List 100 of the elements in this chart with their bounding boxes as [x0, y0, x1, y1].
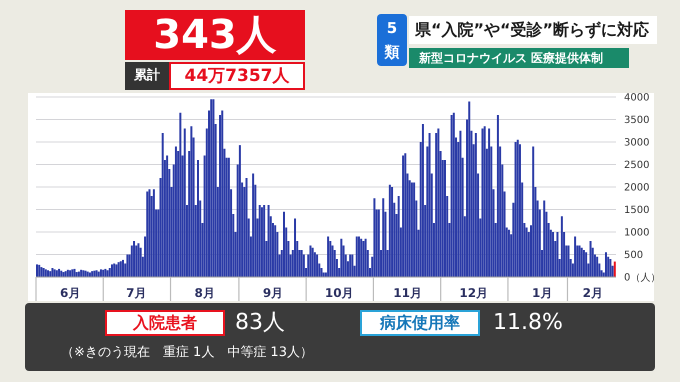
bar — [212, 99, 214, 277]
bar — [474, 133, 477, 277]
x-tick-label: 8月 — [194, 286, 215, 300]
bar — [137, 243, 140, 277]
bar — [580, 248, 583, 277]
bar — [120, 261, 122, 277]
bar — [84, 270, 87, 277]
bar — [76, 272, 78, 277]
bar — [362, 241, 364, 277]
bar — [133, 241, 136, 277]
bar — [263, 205, 266, 277]
bar — [38, 264, 40, 277]
bar — [543, 200, 546, 277]
bar — [596, 256, 598, 277]
chart-subtitle: 新型コロナウイルス 医療提供体制 — [409, 48, 629, 68]
bar — [514, 142, 517, 277]
bar — [78, 272, 80, 277]
bar — [36, 264, 38, 277]
bar — [238, 145, 241, 277]
bar — [398, 196, 400, 277]
bar — [40, 267, 42, 277]
bar — [314, 252, 316, 277]
bar — [91, 271, 94, 277]
bar — [532, 146, 534, 277]
bar — [140, 248, 142, 277]
bar — [300, 250, 303, 277]
bar — [246, 178, 248, 277]
bar — [560, 216, 563, 277]
bar — [607, 256, 610, 277]
bar — [196, 160, 199, 277]
bar — [373, 198, 376, 277]
bar — [62, 272, 64, 277]
bar — [364, 238, 367, 277]
bar — [184, 128, 186, 277]
bar — [148, 189, 150, 277]
y-tick-label: 0（人） — [624, 272, 660, 284]
bar — [104, 268, 106, 277]
text: 病床使用率 — [360, 310, 480, 336]
y-tick-label: 3000 — [624, 138, 650, 149]
bar — [468, 102, 470, 277]
y-tick-label: 1000 — [624, 228, 650, 239]
bar — [582, 250, 585, 277]
y-tick-label: 2000 — [624, 182, 650, 194]
bar — [340, 238, 342, 277]
text: 44万7357人 — [169, 62, 305, 90]
bar — [115, 264, 118, 277]
bar — [428, 133, 431, 277]
bar — [100, 269, 102, 277]
bar — [113, 264, 116, 277]
text: 累計 — [125, 62, 169, 90]
bar — [552, 232, 554, 277]
bar — [388, 184, 391, 277]
y-tick-label: 3500 — [624, 115, 650, 126]
text: 11.8% — [493, 309, 563, 337]
bar — [488, 128, 490, 277]
bar — [221, 110, 224, 277]
bar — [437, 128, 440, 277]
bar — [327, 236, 330, 277]
bar — [66, 270, 69, 277]
bar — [481, 128, 484, 277]
bar — [93, 270, 96, 277]
x-tick-label: 9月 — [262, 286, 284, 300]
bar — [162, 133, 164, 277]
bar — [118, 262, 120, 277]
bar — [102, 270, 104, 277]
y-tick-label: 2500 — [624, 160, 650, 172]
bar — [410, 182, 413, 277]
bar — [422, 124, 424, 277]
bar — [60, 270, 62, 277]
x-tick-label: 1月 — [532, 286, 552, 300]
bar — [508, 230, 510, 277]
bar — [614, 262, 616, 277]
x-tick-label: 7月 — [126, 286, 147, 300]
bar — [351, 254, 354, 277]
bar — [174, 146, 177, 277]
bar — [64, 271, 67, 277]
bar — [556, 232, 558, 277]
bar — [378, 210, 380, 277]
bar — [484, 126, 486, 277]
bar — [604, 252, 607, 277]
bar — [122, 260, 124, 277]
bar — [258, 205, 261, 277]
bar — [496, 115, 499, 277]
bar — [44, 269, 47, 277]
bar — [110, 264, 113, 277]
x-tick-label: 12月 — [459, 286, 488, 300]
bar — [274, 225, 276, 277]
bar — [391, 187, 394, 277]
bar — [567, 246, 570, 277]
bar — [413, 182, 416, 277]
bar — [146, 192, 148, 277]
bar — [609, 259, 612, 277]
bar — [210, 99, 212, 277]
bar — [268, 205, 270, 277]
y-tick-label: 1500 — [624, 205, 650, 216]
bar — [166, 156, 168, 277]
bar — [444, 160, 446, 277]
y-tick-label: 4000 — [624, 92, 650, 104]
bar — [51, 268, 54, 277]
bar — [309, 246, 312, 277]
